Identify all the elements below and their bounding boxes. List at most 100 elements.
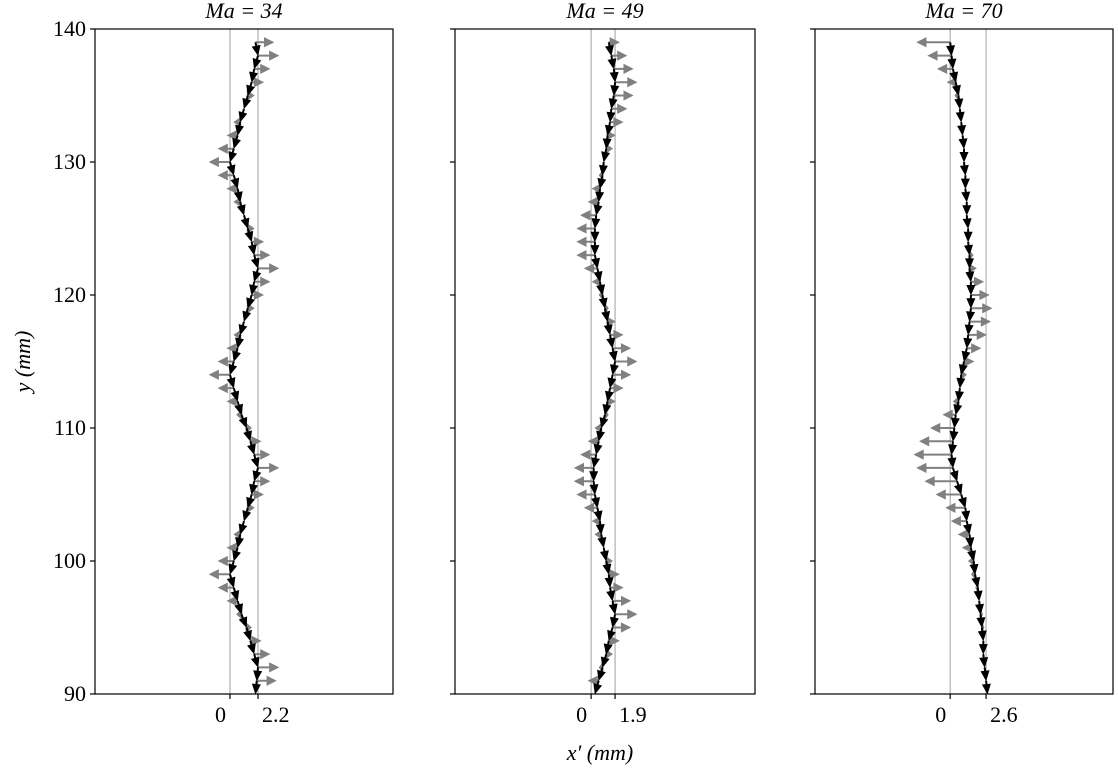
interface-arrow (595, 521, 605, 535)
interface-arrow (246, 294, 255, 309)
velocity-arrow (217, 382, 234, 394)
interface-arrow (956, 374, 966, 389)
interface-arrow (971, 574, 981, 589)
interface-arrow (966, 308, 976, 323)
interface-arrow (608, 348, 618, 362)
interface-arrow (601, 148, 611, 163)
interface-arrow (232, 135, 241, 150)
interface-arrow (601, 308, 611, 323)
velocity-arrow (608, 569, 620, 580)
velocity-arrow (613, 63, 634, 75)
velocity-arrow (208, 569, 230, 580)
interface-arrow (950, 414, 960, 429)
y-tick-label: 90 (64, 681, 86, 706)
panel-title: Ma = 34 (204, 0, 282, 23)
plot-frame (454, 28, 756, 695)
interface-arrow (591, 215, 601, 230)
velocity-arrow (612, 622, 632, 633)
interface-arrow (961, 347, 971, 362)
interface-arrow (249, 68, 258, 83)
velocity-arrow (254, 63, 271, 75)
interface-arrow (602, 135, 612, 150)
interface-arrow (251, 680, 261, 695)
interface-arrow (607, 55, 617, 70)
interface-arrow (955, 108, 965, 123)
interface-arrow (597, 175, 607, 190)
interface-arrow (226, 161, 236, 176)
interface-arrow (249, 281, 258, 296)
interface-arrow (250, 454, 260, 469)
interface-arrow (589, 481, 599, 496)
interface-arrow (981, 680, 991, 695)
interface-arrow (250, 254, 260, 269)
interface-arrow (603, 640, 613, 655)
interface-arrow (603, 321, 613, 336)
velocity-arrow (580, 449, 597, 460)
interface-arrow (963, 228, 973, 243)
y-tick-label: 140 (53, 16, 86, 41)
y-tick-label: 110 (54, 415, 86, 440)
interface-arrow (238, 613, 248, 628)
velocity-arrow (217, 356, 234, 367)
velocity-arrow (217, 170, 234, 181)
interface-arrow (599, 414, 609, 429)
interface-arrow (243, 427, 252, 442)
interface-arrow (965, 534, 975, 549)
interface-arrow (244, 228, 254, 243)
plot-frame (94, 28, 394, 695)
interface-arrow (595, 188, 605, 203)
velocity-arrow (254, 276, 271, 287)
velocity-arrow (970, 276, 985, 287)
x-axis-label: x′ (mm) (566, 740, 634, 765)
interface-arrow (230, 175, 240, 190)
velocity-arrow (610, 329, 624, 341)
x-tick-label: 0 (576, 702, 587, 727)
velocity-arrow (258, 263, 280, 274)
interface-arrow (949, 427, 959, 442)
interface-arrow (958, 135, 968, 150)
interface-arrow (249, 481, 258, 495)
velocity-arrow (576, 489, 595, 500)
interface-arrow (240, 214, 250, 229)
velocity-arrow (610, 116, 624, 128)
velocity-arrow (611, 103, 628, 114)
interface-arrow (949, 467, 959, 482)
x-tick-label: 0 (935, 702, 946, 727)
interface-arrow (247, 441, 256, 456)
interface-arrow (238, 414, 248, 429)
y-axis-label: y (mm) (10, 331, 35, 395)
interface-arrow (608, 95, 618, 110)
interface-arrow (234, 600, 244, 615)
interface-arrow (966, 295, 976, 309)
interface-arrow (979, 653, 989, 668)
interface-arrow (607, 627, 616, 642)
velocity-arrow (942, 409, 956, 420)
velocity-arrow (576, 223, 595, 234)
interface-arrow (598, 294, 608, 309)
velocity-arrow (615, 609, 638, 620)
interface-arrow (242, 507, 252, 522)
velocity-arrow (610, 582, 624, 593)
interface-arrow (230, 387, 240, 402)
interface-arrow (252, 268, 262, 283)
interface-arrow (590, 241, 600, 256)
interface-arrow (250, 653, 260, 668)
interface-arrow (228, 560, 238, 575)
panel-title: Ma = 49 (565, 0, 643, 23)
interface-arrow (251, 42, 261, 57)
interface-arrow (602, 401, 612, 416)
interface-arrow (238, 520, 248, 535)
y-tick-label: 120 (53, 282, 86, 307)
interface-arrow (247, 241, 257, 256)
interface-arrow (606, 587, 616, 602)
velocity-arrow (208, 156, 230, 168)
interface-arrow (596, 281, 606, 296)
interface-arrow (606, 334, 616, 349)
interface-arrow (593, 441, 603, 456)
interface-arrow (232, 347, 241, 362)
velocity-arrow (950, 515, 967, 527)
interface-arrow (959, 161, 969, 176)
velocity-arrow (969, 316, 992, 327)
velocity-arrow (608, 635, 620, 646)
interface-arrow (953, 480, 963, 495)
